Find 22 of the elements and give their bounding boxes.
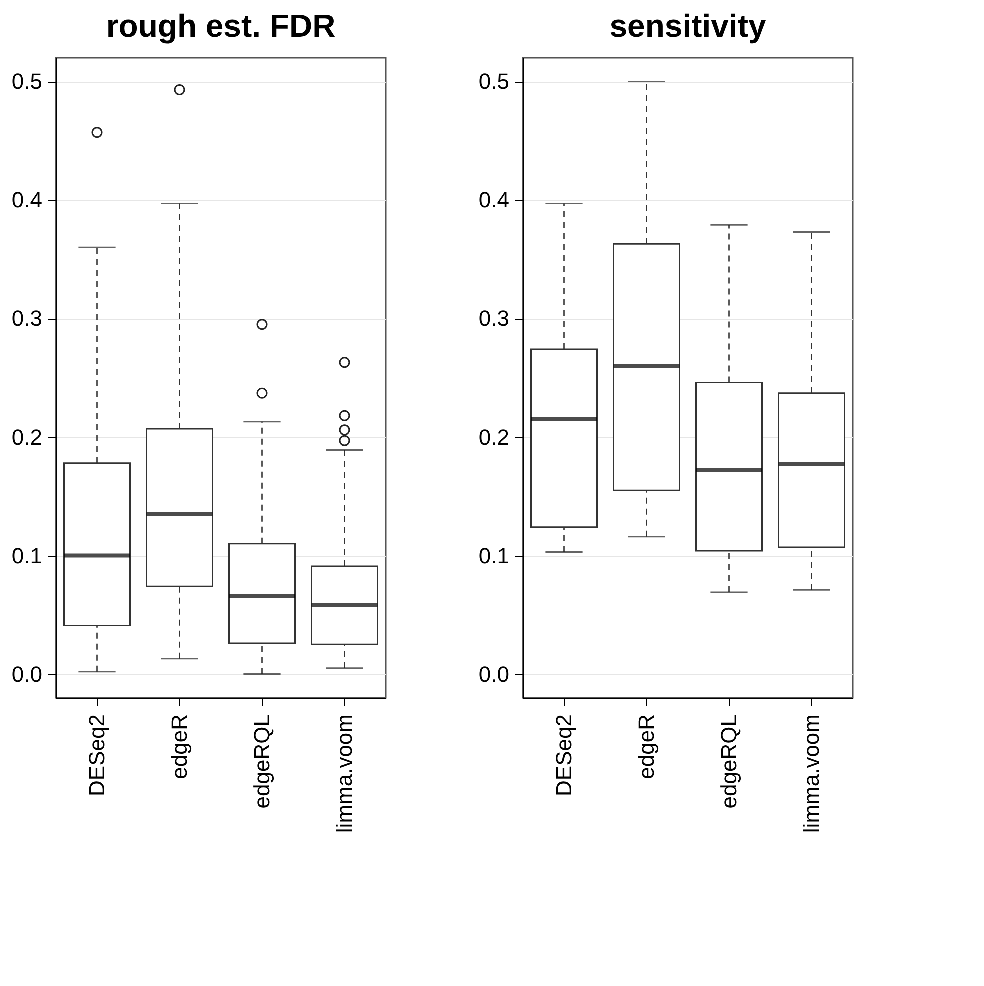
x-tick-label: edgeR xyxy=(166,714,192,780)
y-tick-label: 0.3 xyxy=(12,306,42,332)
y-tick-label: 0.0 xyxy=(478,662,510,687)
x-tick-label: edgeR xyxy=(634,714,659,780)
x-tick-label: limma.voom xyxy=(798,714,824,834)
x-tick-label: DESeq2 xyxy=(551,714,576,796)
x-tick-label: edgeRQL xyxy=(249,714,274,809)
y-tick-label: 0.1 xyxy=(478,543,510,568)
x-tick-label: limma.voom xyxy=(332,714,357,834)
y-tick-label: 0.5 xyxy=(12,69,42,94)
y-tick-label: 0.4 xyxy=(478,188,510,213)
x-tick-label: edgeRQL xyxy=(716,714,742,809)
x-tick-label: DESeq2 xyxy=(84,714,110,796)
y-tick-label: 0.2 xyxy=(478,424,510,450)
y-tick-label: 0.1 xyxy=(12,543,42,568)
chart-title: sensitivity xyxy=(610,8,766,44)
y-tick-label: 0.0 xyxy=(12,662,42,687)
chart-title: rough est. FDR xyxy=(106,8,336,44)
y-tick-label: 0.2 xyxy=(12,424,42,450)
y-tick-label: 0.5 xyxy=(478,69,510,94)
y-tick-label: 0.4 xyxy=(12,188,42,213)
y-tick-label: 0.3 xyxy=(478,306,510,332)
